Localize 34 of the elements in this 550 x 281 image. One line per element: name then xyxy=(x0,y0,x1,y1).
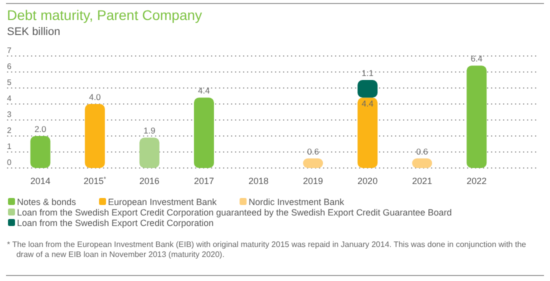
x-tick-label: 2016 xyxy=(139,176,160,186)
data-label: 4.0 xyxy=(88,92,102,102)
y-tick-label: 6 xyxy=(7,62,12,71)
x-tick-label: 2020 xyxy=(358,176,378,186)
data-label: 6.4 xyxy=(470,54,483,64)
text: * The loan from the European Investment Bank (EIB) with original maturity 2015 was repaid in January 2014. This was done in conjunction with the draw of a new EIB loan in November 2013 (maturity 2020). xyxy=(7,240,527,259)
x-tick-label: 2021 xyxy=(412,176,432,186)
legend-label: Notes & bonds xyxy=(17,197,77,207)
data-label: 2.0 xyxy=(34,124,47,134)
x-tick-label: 2014 xyxy=(30,176,50,186)
y-tick-label: 2 xyxy=(7,126,12,135)
x-tick-label: 2018 xyxy=(248,176,269,186)
data-label: 0.6 xyxy=(416,146,428,156)
x-tick-label: 2022 xyxy=(466,176,487,186)
y-tick-label: 4 xyxy=(7,94,12,103)
data-label: 1.9 xyxy=(144,126,156,136)
legend-label: Nordic Investment Bank xyxy=(248,197,345,207)
x-tick-label: 2015$^{*}$ xyxy=(84,176,107,186)
y-tick-label: 0 xyxy=(7,158,12,167)
legend-label: Loan from the Swedish Export Credit Corporation guaranteed by the Swedish Export Credit Guarantee Board xyxy=(17,208,452,218)
data-label: 4.4 xyxy=(198,86,210,96)
chart-title: Debt maturity, Parent Company xyxy=(7,7,202,23)
x-tick-label: 2017 xyxy=(194,176,214,186)
data-label: 0.6 xyxy=(307,146,320,156)
x-tick-label: 2019 xyxy=(303,176,324,186)
y-tick-label: 5 xyxy=(7,78,12,87)
legend-label: Loan from the Swedish Export Credit Corporation xyxy=(17,218,214,228)
chart-subtitle: SEK billion xyxy=(7,26,60,38)
data-label: 1.1 xyxy=(362,68,374,78)
data-label: 4.4 xyxy=(362,98,374,109)
legend-label: European Investment Bank xyxy=(108,197,218,207)
y-tick-label: 7 xyxy=(7,46,12,55)
y-tick-label: 1 xyxy=(7,142,12,151)
y-tick-label: 3 xyxy=(7,110,12,119)
